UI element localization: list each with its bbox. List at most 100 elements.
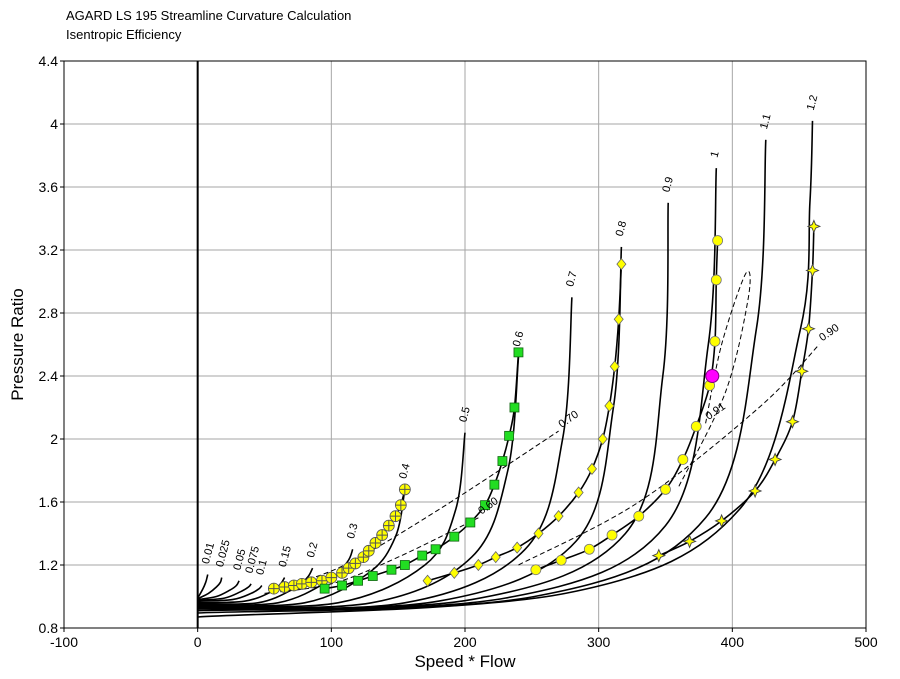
speed-lines [197, 120, 814, 618]
operating-point-diamond [490, 550, 501, 564]
operating-point-circle [709, 335, 721, 347]
operating-point-square [480, 500, 490, 511]
tick-labels: -100 0 100 200 300 400 500 0.8 1.2 1.6 2 2.4 2.8 3.2 3… [39, 53, 878, 650]
operating-point-square [367, 571, 378, 581]
operating-point-diamond [573, 486, 584, 499]
x-tick-label: 400 [721, 634, 745, 650]
operating-point-cross [382, 519, 395, 532]
operating-point-cross [296, 578, 308, 590]
speed-line-label: 0.5 [457, 406, 473, 424]
operating-point-circle [633, 510, 645, 522]
y-tick-label: 2.8 [39, 305, 59, 321]
y-tick-label: 4.4 [39, 53, 59, 69]
operating-line-1 [535, 240, 719, 571]
chart-title: AGARD LS 195 Streamline Curvature Calcul… [66, 8, 352, 23]
speed-line-label: 0.05 [231, 548, 248, 572]
speed-line-1.1 [197, 139, 767, 614]
operating-point-star [714, 513, 729, 529]
operating-point-circle [530, 564, 542, 576]
operating-point-square [497, 456, 508, 466]
speed-line-0.025 [197, 577, 223, 600]
y-tick-label: 0.8 [39, 620, 59, 636]
speed-line-0.5 [197, 432, 466, 608]
operating-point-square [513, 347, 524, 358]
operating-point-diamond [604, 399, 615, 413]
operating-point-star [651, 548, 666, 563]
operating-point-diamond [533, 527, 544, 540]
speed-line-1.2 [197, 120, 814, 618]
operating-point-diamond [512, 541, 523, 554]
operating-point-cross [376, 529, 389, 541]
efficiency-contour-0.60 [264, 517, 479, 594]
operating-point-cross [349, 557, 362, 570]
y-tick-label: 2.4 [39, 368, 59, 384]
efficiency-label: 0.91 [703, 401, 727, 423]
operating-point-square [399, 560, 410, 570]
chart-subtitle: Isentropic Efficiency [66, 27, 182, 42]
x-tick-label: 0 [194, 634, 202, 650]
operating-point-circle [690, 420, 702, 432]
speed-line-label: 0.9 [660, 176, 676, 194]
operating-point-cross [389, 510, 402, 523]
operating-point-cross [369, 537, 382, 549]
operating-line-1.2 [658, 226, 815, 557]
speed-line-label: 0.8 [614, 220, 630, 238]
operating-point-star [805, 263, 820, 278]
operating-point-cross [325, 571, 338, 584]
speed-line-0.8 [197, 246, 623, 610]
operating-point-cross [267, 582, 280, 595]
speed-line-label: 0.01 [200, 541, 217, 565]
speed-line-0.01 [197, 574, 209, 599]
y-axis-title: Pressure Ratio [8, 288, 27, 400]
speed-line-label: 1.2 [805, 94, 821, 112]
speed-line-0.05 [197, 580, 240, 601]
y-tick-label: 3.6 [39, 179, 59, 195]
operating-point-diamond [553, 510, 564, 523]
speed-line-label: 0.025 [214, 539, 233, 569]
y-tick-label: 4 [50, 116, 58, 132]
speed-line-1 [197, 168, 718, 612]
x-tick-label: 300 [587, 634, 611, 650]
operating-point-circle [660, 483, 671, 495]
speed-line-label: 0.2 [305, 541, 321, 559]
operating-point-star [682, 534, 697, 549]
speed-line-0.1 [197, 585, 263, 602]
operating-point-star [767, 452, 783, 467]
operating-point-circle [677, 454, 689, 465]
efficiency-label: 0.90 [817, 322, 841, 344]
operating-point-square [504, 430, 515, 441]
operating-point-star [785, 414, 800, 429]
speed-line-label: 0.7 [564, 270, 580, 288]
operating-point-square [353, 575, 363, 586]
x-tick-label: 200 [453, 634, 477, 650]
operating-point-circle [555, 554, 567, 566]
x-tick-label: -100 [50, 634, 78, 650]
operating-point-cross [362, 544, 375, 557]
operating-point-circle [606, 529, 618, 541]
efficiency-contours [264, 270, 820, 594]
operating-point-square [430, 544, 441, 555]
operating-point-diamond [609, 360, 620, 373]
plot-frame [63, 60, 867, 629]
speed-line-label: 0.15 [277, 545, 294, 569]
design-point-group [705, 369, 720, 383]
operating-point-square [489, 479, 500, 490]
operating-point-circle [712, 235, 724, 246]
y-tick-label: 1.2 [39, 557, 59, 573]
operating-point-circle [583, 543, 595, 555]
operating-point-square [319, 583, 330, 594]
x-tick-label: 500 [854, 634, 878, 650]
operating-point-diamond [613, 313, 624, 326]
operating-point-cross [305, 576, 318, 589]
y-tick-label: 2 [50, 431, 58, 447]
operating-point-star [747, 483, 763, 499]
operating-point-diamond [422, 574, 433, 587]
speed-line-label: 1.1 [758, 113, 774, 131]
speed-line-label: 0.1 [254, 558, 270, 576]
speed-line-label: 0.3 [345, 522, 361, 540]
design-point [705, 369, 720, 383]
efficiency-contour-0.91 [678, 270, 751, 487]
operating-point-cross [394, 499, 407, 512]
